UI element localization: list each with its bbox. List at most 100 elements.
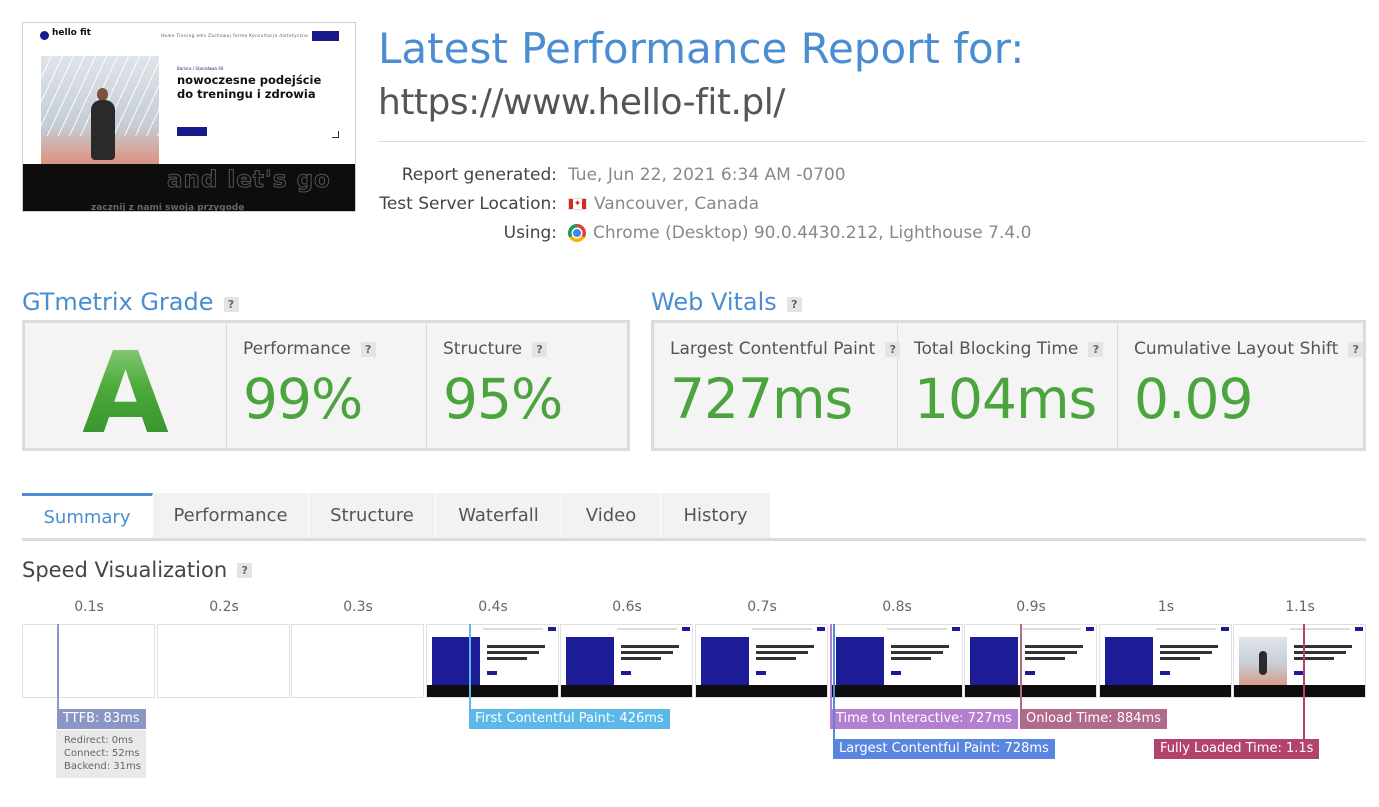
gtmetrix-grade-title: GTmetrix Grade ?	[22, 288, 239, 316]
frame-text1	[756, 645, 814, 648]
meta-value-text: Tue, Jun 22, 2021 6:34 AM -0700	[568, 165, 846, 185]
help-icon[interactable]: ?	[532, 341, 548, 357]
frame-dark	[561, 685, 692, 697]
performance-value: 99%	[243, 367, 363, 431]
frame-nav	[1290, 628, 1350, 630]
screenshot-dark-band	[23, 164, 355, 211]
help-icon[interactable]: ?	[360, 341, 376, 357]
timeline-time-label: 1s	[1157, 599, 1175, 615]
frame-dark	[427, 685, 558, 697]
cls-value: 0.09	[1134, 367, 1253, 431]
frame-btn	[1294, 671, 1304, 675]
chrome-icon	[568, 224, 586, 242]
structure-cell: Structure ? 95%	[427, 323, 627, 448]
screenshot-logo-icon	[40, 31, 49, 40]
cell-label-text: Total Blocking Time	[914, 339, 1079, 359]
runner-head	[97, 88, 108, 101]
filmstrip-frame[interactable]	[291, 624, 424, 698]
web-vitals-title: Web Vitals ?	[651, 288, 802, 316]
help-icon[interactable]: ?	[1348, 341, 1364, 357]
meta-label: Using:	[503, 223, 557, 243]
runner-body	[91, 100, 115, 160]
filmstrip-frame[interactable]	[1099, 624, 1232, 698]
filmstrip-frame[interactable]	[695, 624, 828, 698]
frame-btn	[1025, 671, 1035, 675]
grade-letter: A	[25, 329, 226, 459]
help-icon[interactable]: ?	[223, 296, 239, 312]
screenshot-navbar	[23, 23, 355, 49]
marker-label-onload[interactable]: Onload Time: 884ms	[1020, 709, 1167, 729]
screenshot-eyebrow: Bariera / Stanisława 40	[177, 66, 224, 71]
screenshot-corner-icon	[332, 131, 339, 138]
frame-navbtn	[1355, 627, 1363, 631]
filmstrip-frame[interactable]	[560, 624, 693, 698]
frame-nav	[483, 628, 543, 630]
screenshot-band-text: and let's go	[167, 167, 331, 194]
ttfb-backend: Backend: 31ms	[64, 761, 141, 772]
frame-navbtn	[1221, 627, 1229, 631]
frame-block	[836, 637, 884, 685]
help-icon[interactable]: ?	[885, 341, 901, 357]
frame-btn	[756, 671, 766, 675]
site-screenshot: hello fit Home Trening ems Zachowaj form…	[22, 22, 356, 212]
tab-summary[interactable]: Summary	[22, 493, 153, 538]
report-url[interactable]: https://www.hello-fit.pl/	[378, 82, 785, 123]
frame-navbtn	[817, 627, 825, 631]
frame-dark	[1100, 685, 1231, 697]
tab-performance[interactable]: Performance	[153, 493, 309, 538]
frame-text3	[487, 657, 527, 660]
grade-box: A Performance ? 99% Structure ? 95%	[22, 320, 630, 459]
report-title: Latest Performance Report for:	[378, 24, 1025, 73]
filmstrip-frame[interactable]	[426, 624, 559, 698]
frame-navbtn	[1086, 627, 1094, 631]
frame-nav	[752, 628, 812, 630]
cell-label-text: Performance	[243, 339, 351, 359]
section-title-text: Speed Visualization	[22, 558, 228, 582]
frame-text2	[487, 651, 539, 654]
screenshot-headline: nowoczesne podejście do treningu i zdrow…	[177, 73, 322, 101]
marker-label-fully-loaded[interactable]: Fully Loaded Time: 1.1s	[1154, 739, 1320, 759]
frame-block	[566, 637, 614, 685]
marker-label-ttfb[interactable]: TTFB: 83ms	[57, 709, 146, 729]
frame-dark	[831, 685, 962, 697]
meta-value: ✦ Vancouver, Canada	[568, 194, 759, 214]
tab-video[interactable]: Video	[562, 493, 661, 538]
timeline-time-label: 0.1s	[74, 599, 104, 615]
meta-using: Using: Chrome (Desktop) 90.0.4430.212, L…	[0, 223, 1379, 245]
tab-history[interactable]: History	[661, 493, 771, 538]
marker-label-lcp[interactable]: Largest Contentful Paint: 728ms	[833, 739, 1055, 759]
frame-text2	[1025, 651, 1077, 654]
tab-waterfall[interactable]: Waterfall	[436, 493, 562, 538]
tab-structure[interactable]: Structure	[309, 493, 436, 538]
help-icon[interactable]: ?	[237, 562, 253, 578]
performance-label: Performance ?	[243, 339, 376, 359]
marker-label-fcp[interactable]: First Contentful Paint: 426ms	[469, 709, 670, 729]
performance-cell: Performance ? 99%	[227, 323, 427, 448]
timeline-time-label: 0.2s	[209, 599, 239, 615]
filmstrip-frame[interactable]	[1233, 624, 1366, 698]
frame-block	[701, 637, 749, 685]
filmstrip-frame[interactable]	[964, 624, 1097, 698]
frame-text3	[1160, 657, 1200, 660]
marker-label-tti[interactable]: Time to Interactive: 727ms	[830, 709, 1018, 729]
frame-btn	[621, 671, 631, 675]
filmstrip-frame[interactable]	[22, 624, 155, 698]
frame-nav	[887, 628, 947, 630]
frame-dark	[696, 685, 827, 697]
frame-text3	[1025, 657, 1065, 660]
timeline-time-label: 1.1s	[1285, 599, 1315, 615]
frame-nav	[617, 628, 677, 630]
frame-btn	[1160, 671, 1170, 675]
filmstrip-frame[interactable]	[157, 624, 290, 698]
help-icon[interactable]: ?	[786, 296, 802, 312]
frame-nav	[1021, 628, 1081, 630]
frame-navbtn	[682, 627, 690, 631]
help-icon[interactable]: ?	[1088, 341, 1104, 357]
filmstrip-frame[interactable]	[830, 624, 963, 698]
canada-flag-icon: ✦	[568, 198, 587, 210]
tabs-underline	[22, 538, 1366, 541]
timeline-time-label: 0.6s	[612, 599, 642, 615]
frame-photo	[1239, 637, 1287, 685]
frame-btn	[487, 671, 497, 675]
screenshot-runner-photo	[41, 56, 159, 184]
